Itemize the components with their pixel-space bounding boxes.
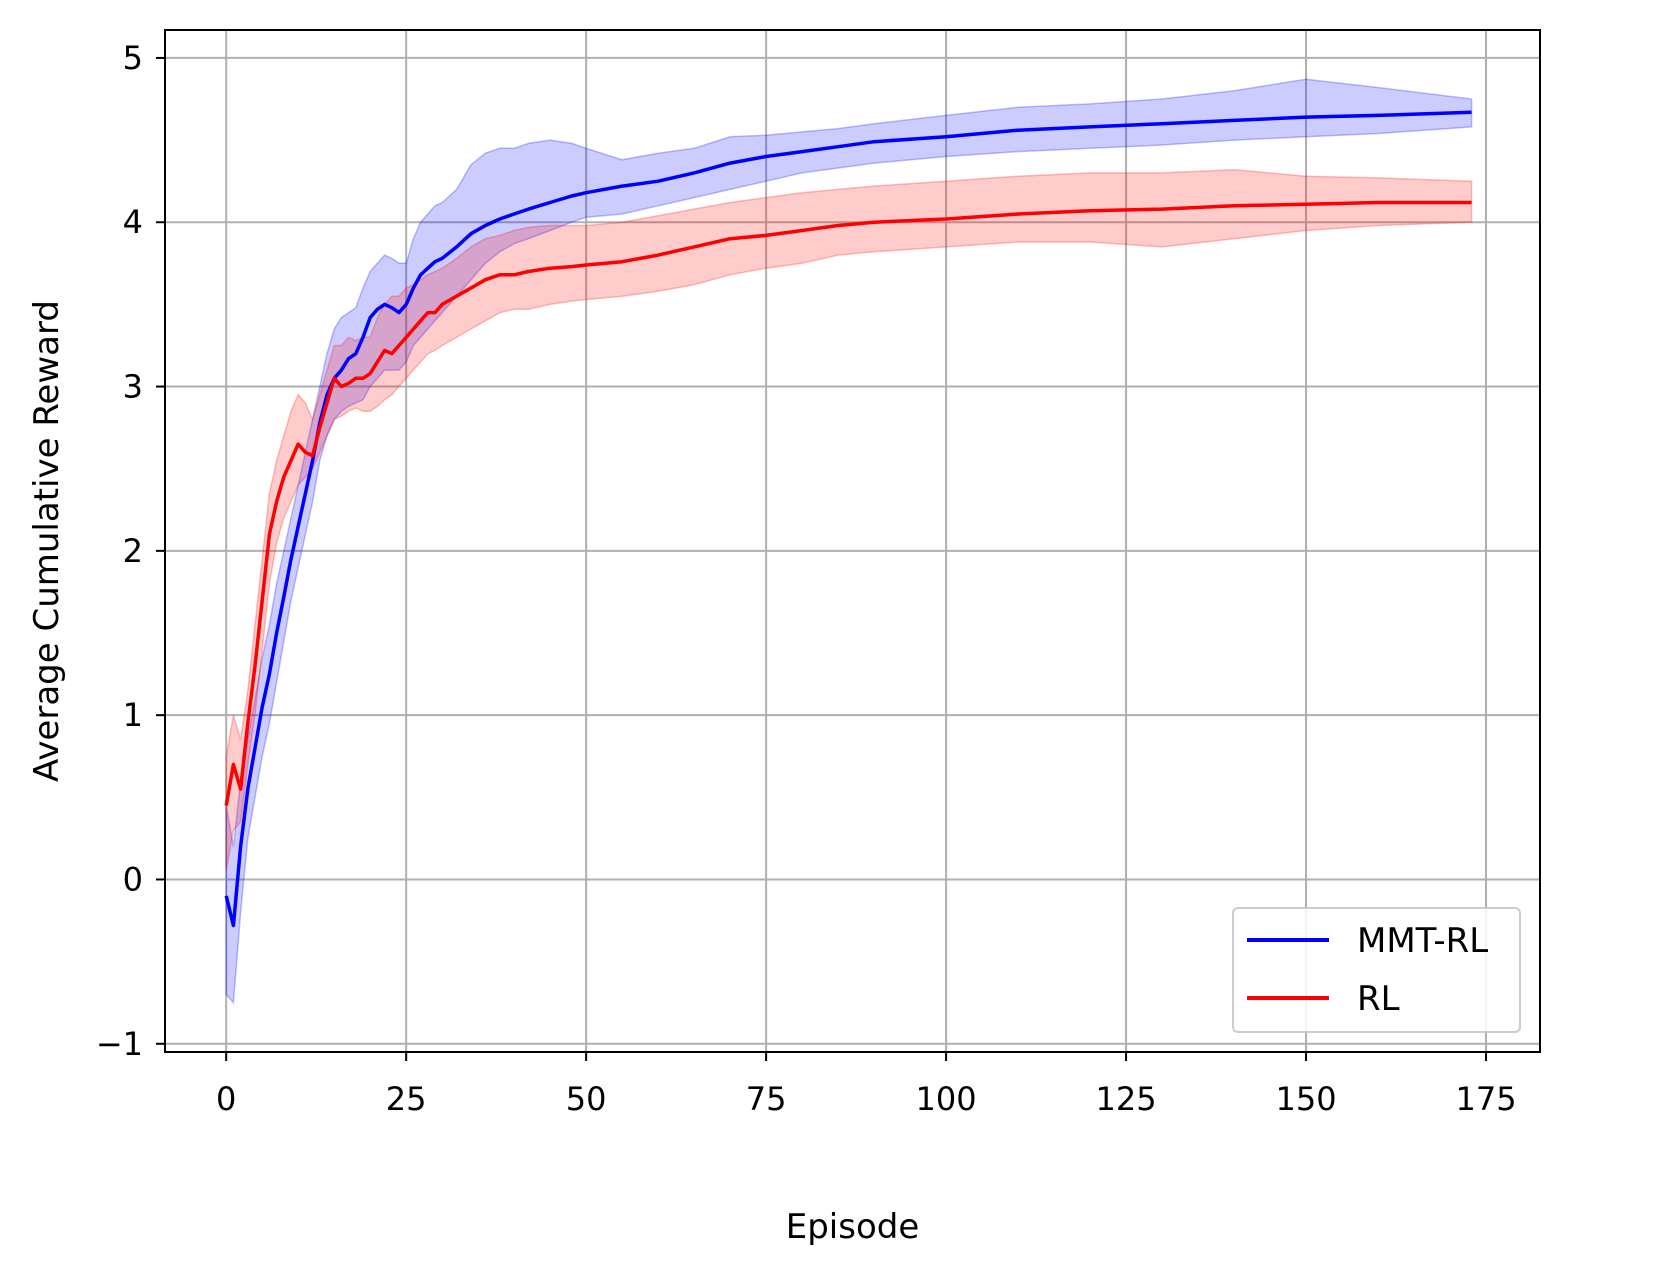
ticks: 0 25 50 75 100 125 150 175 −1 0 1 2 3 4 5: [96, 39, 1517, 1118]
x-tick-label: 125: [1096, 1080, 1157, 1118]
y-tick-label: 4: [123, 203, 143, 241]
plot-background: [165, 30, 1540, 1052]
line-rl: [224, 200, 1472, 806]
plot-frame: [164, 29, 1541, 1053]
x-tick-label: 75: [746, 1080, 787, 1118]
band-rl: [225, 168, 1473, 872]
band-mmt-rl: [225, 78, 1473, 1005]
legend-label-rl: RL: [1357, 979, 1400, 1019]
y-tick-label: 5: [123, 39, 143, 77]
x-tick-label: 50: [566, 1080, 607, 1118]
legend-label-mmt-rl: MMT-RL: [1357, 921, 1488, 961]
x-tick-label: 175: [1455, 1080, 1516, 1118]
line-mmt-rl: [224, 110, 1472, 928]
x-tick-label: 100: [916, 1080, 977, 1118]
legend: MMT-RL RL: [1232, 907, 1521, 1033]
y-tick-label: 3: [123, 368, 143, 406]
y-tick-label: −1: [96, 1025, 143, 1063]
x-tick-label: 25: [386, 1080, 427, 1118]
grid: [165, 30, 1540, 1052]
x-axis-title: Episode: [786, 1207, 920, 1247]
x-tick-label: 150: [1275, 1080, 1336, 1118]
x-tick-label: 0: [216, 1080, 236, 1118]
confidence-bands: [225, 78, 1473, 1005]
y-tick-label: 1: [123, 696, 143, 734]
y-axis-title: Average Cumulative Reward: [27, 300, 67, 782]
y-tick-label: 0: [123, 860, 143, 898]
series-lines: [224, 110, 1472, 928]
y-tick-label: 2: [123, 532, 143, 570]
